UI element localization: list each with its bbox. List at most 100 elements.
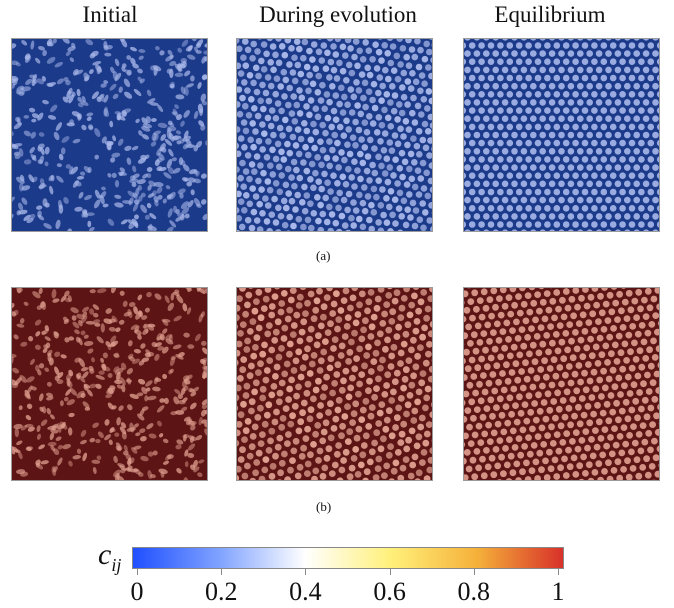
pattern-peak	[489, 371, 497, 378]
pattern-peak	[357, 175, 364, 183]
pattern-peak	[295, 150, 303, 158]
pattern-blob	[70, 307, 79, 314]
pattern-blob	[56, 175, 64, 183]
pattern-peak	[404, 206, 411, 213]
pattern-peak	[350, 93, 358, 101]
pattern-peak	[396, 165, 404, 172]
pattern-blob	[75, 336, 81, 343]
pattern-peak	[569, 396, 577, 403]
pattern-peak	[327, 320, 334, 328]
pattern-peak	[267, 162, 274, 169]
pattern-blob	[176, 439, 184, 445]
pattern-peak	[281, 51, 289, 59]
pattern-peak	[561, 413, 569, 421]
panel-b-during-evolution	[236, 287, 433, 481]
pattern-peak	[468, 221, 476, 228]
pattern-peak	[419, 159, 427, 167]
pattern-peak	[270, 131, 277, 139]
pattern-peak	[389, 308, 397, 316]
pattern-peak	[387, 443, 394, 450]
pattern-peak	[644, 471, 652, 479]
pattern-blob	[16, 176, 25, 184]
pattern-blob	[187, 177, 196, 183]
pattern-peak	[501, 66, 509, 74]
pattern-blob	[91, 357, 95, 363]
pattern-peak	[647, 188, 655, 196]
pattern-peak	[388, 147, 396, 154]
pattern-peak	[530, 164, 537, 171]
pattern-peak	[605, 459, 612, 467]
pattern-blob	[45, 392, 54, 398]
pattern-peak	[638, 156, 645, 163]
pattern-peak	[491, 345, 499, 353]
pattern-peak	[507, 452, 515, 460]
pattern-peak	[525, 74, 532, 82]
pattern-peak	[562, 188, 570, 196]
pattern-peak	[468, 107, 476, 114]
pattern-peak	[646, 346, 653, 354]
pattern-peak	[464, 148, 471, 155]
pattern-blob	[76, 113, 82, 120]
pattern-blob	[104, 419, 110, 426]
pattern-peak	[406, 191, 413, 198]
pattern-peak	[296, 45, 303, 53]
pattern-peak	[398, 109, 406, 117]
pattern-peak	[468, 123, 476, 131]
pattern-peak	[492, 82, 499, 90]
pattern-peak	[268, 107, 276, 114]
pattern-peak	[514, 376, 522, 384]
pattern-peak	[322, 338, 329, 345]
pattern-peak	[619, 123, 626, 131]
pattern-peak	[581, 74, 589, 82]
pattern-blob	[126, 69, 132, 76]
pattern-peak	[563, 388, 571, 396]
pattern-peak	[417, 423, 425, 431]
pattern-blob	[60, 295, 67, 303]
pattern-peak	[528, 467, 536, 475]
pattern-peak	[382, 66, 389, 74]
pattern-peak	[522, 359, 529, 367]
pattern-peak	[303, 389, 311, 397]
pattern-peak	[343, 323, 351, 330]
pattern-peak	[262, 456, 270, 463]
pattern-blob	[142, 123, 153, 129]
pattern-blob	[169, 356, 176, 366]
pattern-peak	[638, 42, 645, 49]
panel-b-initial	[11, 287, 208, 481]
pattern-peak	[534, 188, 542, 196]
pattern-peak	[566, 463, 574, 471]
pattern-peak	[608, 308, 616, 316]
pattern-peak	[271, 195, 278, 203]
pattern-peak	[426, 152, 433, 159]
pattern-peak	[515, 42, 523, 49]
pattern-peak	[581, 107, 589, 114]
pattern-blob	[133, 306, 139, 315]
colorbar-tick-mark	[389, 569, 391, 575]
pattern-blob	[198, 287, 206, 294]
pattern-peak	[567, 379, 575, 387]
pattern-peak	[322, 419, 330, 427]
pattern-blob	[72, 455, 81, 460]
pattern-peak	[638, 188, 645, 196]
pattern-peak	[296, 337, 304, 345]
pattern-blob	[44, 336, 51, 342]
pattern-peak	[317, 138, 324, 145]
pattern-peak	[480, 330, 488, 337]
pattern-peak	[463, 415, 468, 423]
pattern-blob	[31, 176, 38, 183]
pattern-blob	[167, 193, 174, 199]
pattern-peak	[591, 172, 598, 179]
pattern-peak	[511, 50, 518, 57]
pattern-peak	[377, 364, 384, 372]
pattern-blob	[72, 321, 80, 329]
pattern-peak	[377, 138, 384, 145]
pattern-blob	[201, 340, 207, 346]
pattern-peak	[556, 322, 564, 329]
pattern-peak	[330, 107, 338, 115]
pattern-blob	[16, 440, 23, 446]
pattern-peak	[380, 147, 388, 154]
pattern-peak	[546, 406, 554, 414]
pattern-peak	[381, 472, 388, 479]
pattern-peak	[359, 223, 367, 231]
pattern-peak	[578, 294, 585, 302]
